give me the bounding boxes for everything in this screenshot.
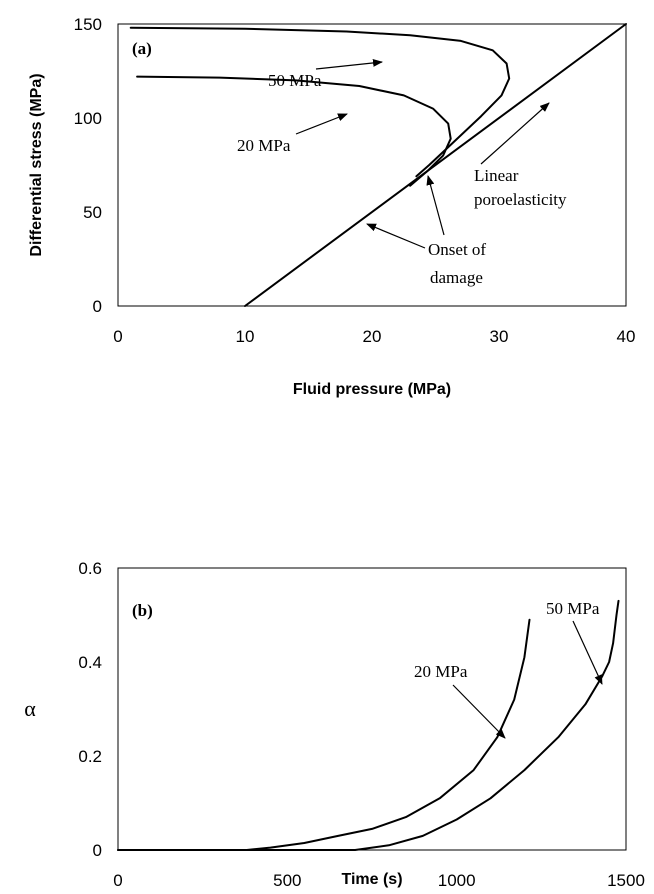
- x-tick-label: 0: [113, 327, 122, 346]
- annotation-arrow: [315, 58, 383, 70]
- annotation-arrow: [572, 620, 603, 685]
- y-tick-label: 0.4: [78, 653, 102, 672]
- annotation-text: 50 MPa: [546, 599, 600, 618]
- annotation-text-line1: Linear: [474, 166, 519, 185]
- annotation-50mpa-a: 50 MPa: [268, 58, 383, 90]
- y-tick-label: 100: [74, 109, 102, 128]
- x-tick-labels-b: 0 500 1000 1500: [113, 871, 645, 890]
- y-tick-label: 150: [74, 15, 102, 34]
- x-tick-label: 40: [617, 327, 636, 346]
- x-tick-label: 0: [113, 871, 122, 890]
- annotation-text: 20 MPa: [237, 136, 291, 155]
- x-axis-title-a: Fluid pressure (MPa): [293, 381, 451, 398]
- series-line-20-mpa: [117, 618, 531, 851]
- y-tick-label: 0.6: [78, 559, 102, 578]
- series-group-a: [129, 23, 627, 307]
- y-tick-labels-b: 0 0.2 0.4 0.6: [78, 559, 102, 860]
- x-tick-label: 1500: [607, 871, 645, 890]
- y-tick-labels-a: 0 50 100 150: [74, 15, 102, 316]
- annotation-arrow-2: [426, 175, 445, 236]
- x-tick-label: 1000: [438, 871, 476, 890]
- panel-a: 0 50 100 150 0 10 20 30 40 (a) Fluid pressure (…: [28, 15, 635, 398]
- annotation-20mpa-a: 20 MPa: [237, 113, 348, 155]
- annotation-arrow: [295, 113, 348, 135]
- plot-frame-a: [117, 23, 627, 307]
- x-tick-label: 500: [273, 871, 301, 890]
- x-tick-label: 20: [363, 327, 382, 346]
- annotation-20mpa-b: 20 MPa: [414, 662, 506, 739]
- panel-b: 0 0.2 0.4 0.6 0 500 1000 1500 (b) Time (s) α 2…: [24, 559, 645, 890]
- plot-frame-b: [117, 567, 627, 851]
- y-tick-label: 50: [83, 203, 102, 222]
- series-line-linear-poroelasticity: [244, 23, 627, 307]
- y-tick-label: 0.2: [78, 747, 102, 766]
- annotation-linear-poroelasticity: Linear poroelasticity: [474, 102, 567, 209]
- series-group-b: [117, 599, 620, 851]
- x-axis-title-b: Time (s): [341, 871, 402, 888]
- annotation-text-line1: Onset of: [428, 240, 486, 259]
- y-axis-title-a: Differential stress (MPa): [28, 73, 45, 256]
- x-tick-labels-a: 0 10 20 30 40: [113, 327, 635, 346]
- x-tick-label: 30: [490, 327, 509, 346]
- y-tick-label: 0: [93, 841, 102, 860]
- annotation-onset-of-damage: Onset of damage: [366, 175, 486, 287]
- y-tick-label: 0: [93, 297, 102, 316]
- annotation-text: 50 MPa: [268, 71, 322, 90]
- annotation-arrow-1: [366, 223, 426, 249]
- panel-label-b: (b): [132, 601, 153, 620]
- y-axis-title-b: α: [24, 696, 36, 721]
- series-line-50-mpa: [129, 26, 511, 178]
- panel-label-a: (a): [132, 39, 152, 58]
- annotation-arrow: [480, 102, 550, 165]
- annotation-text-line2: damage: [430, 268, 483, 287]
- annotation-text: 20 MPa: [414, 662, 468, 681]
- series-line-50-mpa: [117, 599, 620, 851]
- x-tick-label: 10: [236, 327, 255, 346]
- annotation-arrow: [452, 684, 506, 739]
- series-line-20-mpa: [136, 75, 452, 187]
- annotation-text-line2: poroelasticity: [474, 190, 567, 209]
- annotation-50mpa-b: 50 MPa: [546, 599, 603, 685]
